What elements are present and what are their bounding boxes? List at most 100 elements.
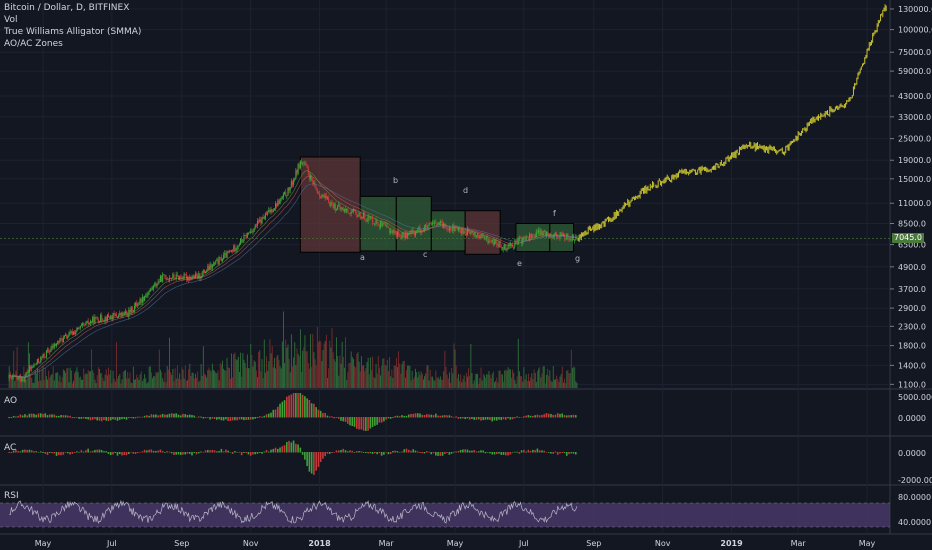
volume-bar [261,359,263,388]
candle-body [235,249,237,251]
volume-bar [399,363,401,388]
volume-bar [202,346,204,388]
candle-body [220,257,222,262]
candle-body [349,213,351,214]
volume-bar [429,369,431,388]
volume-bar [398,351,400,388]
ac-bar [272,448,275,453]
ao-bar [258,416,261,418]
ac-bar [362,452,365,453]
volume-bar [126,378,128,388]
volume-bar [571,368,573,388]
candle-body [151,288,154,290]
candle-body [347,208,349,213]
candle-body [541,230,543,236]
candle-body [286,195,288,197]
ao-bar [245,417,247,421]
ac-bar [107,452,110,454]
ac-bar [486,452,489,453]
candle-body [267,212,269,215]
candle-body [60,338,62,339]
y-tick-label: 1400.0 [898,361,926,370]
volume-bar [471,372,473,388]
candle-body [359,212,361,219]
candle-body [130,306,132,313]
ac-bar [157,450,159,453]
ao-bar [186,414,189,418]
ac-bar [159,449,162,453]
volume-bar [259,350,261,388]
volume-bar [508,369,510,388]
volume-bar [137,377,139,388]
ac-bar [358,451,360,453]
candle-body [372,217,374,224]
volume-bar [382,358,384,388]
candle-body [254,224,256,228]
candle-body [58,340,60,343]
volume-bar [374,378,376,388]
candle-body [163,274,165,276]
ao-bar [139,416,141,418]
candle-body [376,220,378,224]
volume-bar [38,381,39,388]
volume-bar [200,363,202,388]
ac-bar [146,450,148,453]
candle-body [243,235,245,241]
volume-bar [448,372,450,388]
candle-body [481,234,483,238]
ac-bar [51,452,53,454]
ao-bar [572,414,575,418]
ao-bar [538,415,541,418]
volume-bar [438,379,440,388]
candle-body [263,218,265,220]
candle-body [221,259,224,262]
volume-bar [132,366,134,388]
ao-bar [141,416,144,418]
candle-body [439,221,441,224]
volume-bar [262,378,264,388]
ao-bar [121,417,123,420]
ao-bar [378,417,381,423]
y-tick-label: 6500.0 [898,241,926,250]
ac-bar [340,449,342,453]
candle-body [472,231,474,235]
candle-body [83,323,85,325]
ac-bar [48,452,51,453]
volume-bar [47,379,49,388]
volume-bar [386,359,388,388]
ao-bar [396,415,399,418]
candle-body [386,224,388,227]
volume-bar [87,370,89,388]
ac-bar [423,452,426,454]
volume-bar [267,370,269,388]
volume-bar [108,367,109,388]
ao-bar [247,417,250,420]
ao-bar [292,393,295,418]
volume-bar [85,373,87,388]
ao-bar [416,413,419,418]
candle-body [89,321,92,324]
ac-bar [288,440,290,453]
candle-body [289,186,291,191]
candle-body [33,364,35,367]
ac-bar [464,449,466,453]
candle-body [366,220,368,222]
volume-bar [331,328,333,388]
volume-bar [272,367,274,388]
volume-bar [368,374,370,388]
volume-bar [567,369,569,388]
volume-bar [275,368,277,388]
volume-bar [569,372,571,388]
volume-bar [328,368,330,388]
ac-bar [85,450,87,453]
volume-bar [143,378,144,388]
ao-bar [229,417,232,421]
candle-body [356,211,358,217]
ao-bar [15,416,17,418]
volume-bar [34,370,36,388]
candle-body [566,233,568,240]
ac-bar [502,452,505,455]
candle-body [132,310,134,312]
ac-bar [10,452,13,454]
